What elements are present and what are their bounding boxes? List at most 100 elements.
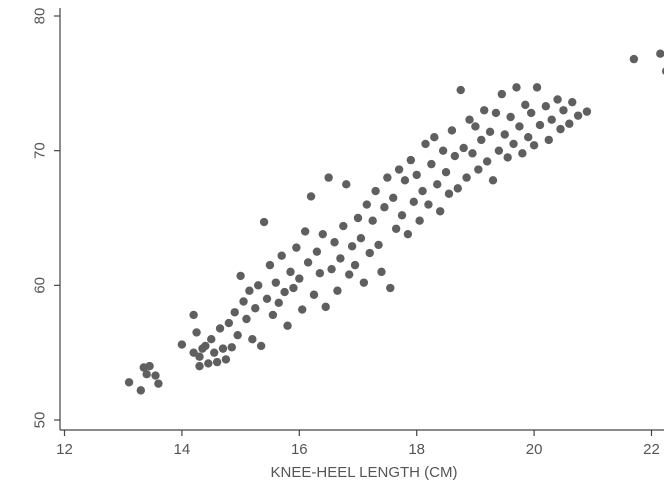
data-point — [365, 248, 374, 258]
x-tick-label: 16 — [291, 441, 308, 458]
data-point — [453, 184, 462, 193]
x-tick-label: 20 — [526, 441, 543, 458]
data-point — [447, 126, 457, 135]
data-point — [468, 149, 477, 158]
data-point — [471, 122, 480, 131]
data-points — [124, 49, 664, 395]
x-tick-label: 22 — [643, 441, 660, 458]
data-point — [254, 281, 263, 290]
data-point — [262, 294, 272, 303]
data-point — [465, 115, 474, 124]
data-point — [474, 165, 483, 174]
data-point — [177, 340, 187, 349]
y-tick-label: 80 — [32, 8, 49, 25]
data-point — [280, 287, 289, 297]
data-point — [456, 85, 465, 95]
data-point — [503, 153, 512, 162]
data-point — [397, 211, 407, 220]
data-point — [233, 330, 242, 340]
data-point — [427, 159, 436, 169]
data-point — [350, 260, 360, 270]
data-point — [480, 106, 489, 115]
data-point — [582, 107, 592, 116]
data-point — [339, 221, 348, 231]
data-point — [362, 200, 372, 209]
data-point — [524, 133, 533, 142]
x-tick-label: 14 — [174, 441, 191, 458]
data-point — [565, 119, 574, 128]
data-point — [477, 135, 486, 145]
data-point — [195, 352, 204, 361]
data-point — [424, 200, 433, 209]
data-point — [356, 234, 366, 243]
data-point — [306, 192, 316, 201]
data-point — [500, 130, 509, 139]
data-point — [412, 170, 421, 180]
data-point — [450, 151, 460, 161]
data-point — [509, 139, 518, 149]
data-point — [189, 348, 198, 357]
data-point — [482, 157, 492, 166]
data-point — [245, 286, 254, 295]
data-point — [330, 238, 339, 247]
data-point — [512, 83, 521, 92]
data-point — [406, 155, 416, 165]
data-point — [259, 217, 269, 227]
data-point — [204, 359, 213, 368]
data-point — [124, 378, 134, 387]
data-point — [265, 260, 275, 270]
data-point — [547, 115, 556, 124]
data-point — [389, 193, 398, 202]
data-point — [189, 310, 198, 320]
data-point — [497, 89, 507, 99]
data-point — [277, 251, 286, 260]
data-point — [394, 165, 404, 174]
data-point — [386, 283, 395, 293]
data-point — [212, 357, 222, 367]
data-point — [418, 186, 427, 196]
data-point — [312, 247, 322, 256]
data-point — [192, 328, 201, 337]
data-point — [221, 355, 231, 364]
data-point — [518, 149, 527, 158]
data-point — [283, 321, 292, 330]
data-point — [230, 308, 239, 317]
data-point — [515, 122, 524, 131]
y-tick-label: 70 — [32, 142, 49, 159]
data-point — [256, 341, 266, 351]
data-point — [383, 173, 392, 182]
data-point — [430, 133, 439, 142]
data-point — [289, 283, 298, 293]
data-point — [506, 112, 515, 122]
data-point — [300, 227, 310, 236]
data-point — [207, 335, 216, 344]
data-point — [488, 176, 498, 185]
data-point — [409, 197, 418, 207]
data-point — [333, 286, 342, 295]
data-point — [391, 224, 401, 233]
data-point — [315, 269, 325, 278]
data-point — [494, 146, 504, 155]
y-tick-label: 60 — [32, 277, 49, 294]
data-point — [529, 141, 539, 150]
data-point — [342, 180, 351, 189]
data-point — [327, 264, 336, 274]
data-point — [347, 242, 357, 251]
data-point — [656, 49, 664, 58]
data-point — [251, 304, 260, 313]
data-point — [485, 127, 495, 137]
data-point — [268, 310, 278, 320]
data-point — [535, 120, 545, 130]
data-point — [556, 124, 565, 134]
data-point — [292, 243, 301, 252]
data-point — [142, 370, 151, 379]
data-point — [336, 254, 345, 263]
data-point — [462, 173, 471, 182]
y-ticks: 50 60 70 80 — [32, 8, 60, 429]
data-point — [224, 318, 234, 328]
data-point — [380, 203, 389, 212]
y-tick-label: 50 — [32, 412, 49, 429]
data-point — [298, 305, 307, 314]
data-point — [415, 216, 424, 225]
data-point — [295, 274, 304, 283]
